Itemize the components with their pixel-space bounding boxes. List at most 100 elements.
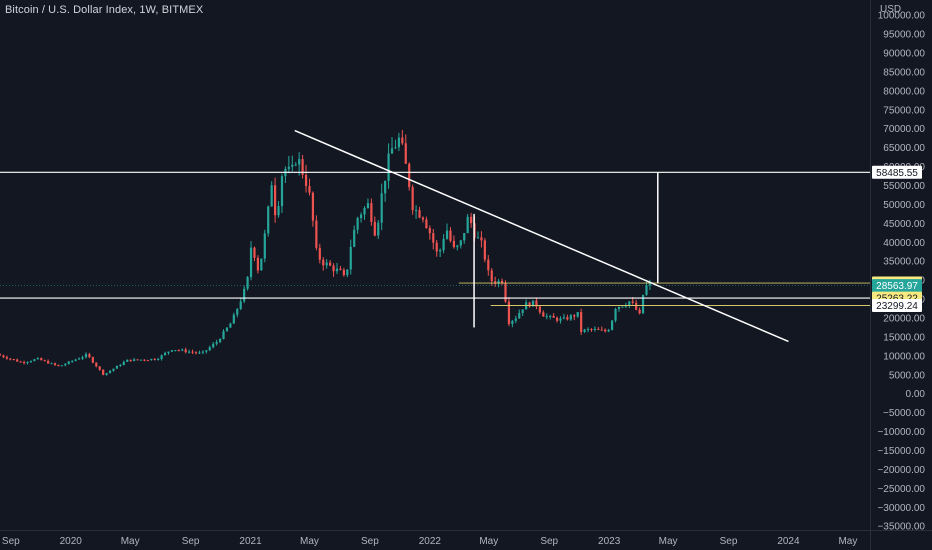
candle-body	[304, 174, 308, 187]
candle-body	[91, 357, 94, 363]
candle-body	[545, 316, 548, 318]
level-label-23299-bg	[872, 299, 922, 313]
y-tick-label: 5000.00	[889, 370, 926, 381]
candle-body	[483, 240, 486, 260]
candle-body	[146, 360, 149, 362]
y-tick-label: 55000.00	[883, 181, 925, 192]
candle-body	[308, 186, 311, 193]
candle-body	[604, 329, 607, 332]
candle-body	[287, 166, 290, 169]
candle-body	[215, 342, 218, 344]
candle-body	[301, 159, 304, 175]
candle-body	[339, 268, 342, 270]
candle-body	[624, 305, 627, 307]
candle-body	[47, 360, 50, 364]
candle-body	[538, 306, 541, 313]
y-tick-label: 10000.00	[883, 351, 925, 362]
candle-body	[143, 359, 146, 361]
candle-body	[614, 308, 617, 321]
y-tick-label: 70000.00	[883, 124, 925, 135]
candle-body	[84, 354, 88, 358]
candle-body	[363, 207, 366, 215]
candle-body	[212, 343, 215, 348]
candle-body	[77, 358, 81, 360]
y-tick-label: −20000.00	[877, 465, 925, 476]
candle-body	[370, 203, 373, 222]
candle-body	[294, 164, 297, 166]
candle-body	[191, 351, 194, 353]
candle-body	[201, 351, 204, 353]
candle-body	[535, 300, 538, 307]
candle-body	[525, 302, 528, 310]
candle-body	[29, 361, 33, 363]
y-tick-label: 20000.00	[883, 314, 925, 325]
candle-body	[208, 347, 211, 351]
candle-body	[404, 143, 407, 164]
candle-body	[277, 206, 280, 216]
x-tick-label: 2022	[419, 536, 442, 547]
candle-body	[497, 280, 500, 284]
candle-body	[170, 350, 174, 352]
candle-body	[198, 352, 201, 354]
y-tick-label: −35000.00	[877, 522, 925, 533]
candle-body	[229, 323, 232, 328]
candle-body	[243, 288, 246, 302]
candle-body	[521, 309, 524, 313]
candle-body	[315, 220, 318, 248]
candle-body	[205, 350, 208, 352]
candle-body	[408, 163, 411, 188]
candle-body	[645, 285, 648, 295]
candle-body	[194, 352, 198, 354]
x-tick-label: Sep	[540, 536, 558, 547]
x-tick-label: May	[121, 536, 140, 547]
candle-body	[356, 218, 359, 230]
candle-body	[394, 147, 397, 149]
currency-label: USD	[880, 4, 901, 15]
x-tick-label: 2021	[239, 536, 262, 547]
candle-body	[610, 320, 614, 330]
candle-body	[641, 294, 645, 314]
x-tick-label: May	[659, 536, 678, 547]
candle-body	[167, 351, 170, 353]
candle-body	[342, 269, 345, 276]
candle-body	[122, 361, 125, 365]
chart-title: Bitcoin / U.S. Dollar Index, 1W, BITMEX	[5, 4, 204, 16]
candle-body	[150, 358, 153, 361]
last-price-label: 28563.97	[876, 281, 918, 292]
candle-body	[16, 359, 19, 362]
candle-body	[542, 312, 545, 317]
candle-body	[428, 228, 431, 234]
candle-body	[580, 312, 583, 332]
candle-body	[373, 221, 376, 236]
y-tick-label: −5000.00	[883, 408, 925, 419]
candle-body	[466, 216, 469, 234]
candle-body	[0, 354, 2, 356]
x-tick-label: May	[479, 536, 498, 547]
candle-body	[267, 206, 270, 234]
y-tick-label: 35000.00	[883, 257, 925, 268]
candle-body	[2, 355, 5, 358]
candle-body	[349, 246, 352, 270]
candle-body	[153, 358, 156, 360]
candle-body	[621, 306, 624, 308]
y-tick-label: 85000.00	[883, 67, 925, 78]
candle-body	[332, 265, 335, 272]
candle-body	[253, 247, 256, 258]
candle-body	[514, 318, 517, 321]
candle-body	[157, 358, 160, 360]
x-tick-label: Sep	[720, 536, 738, 547]
candle-body	[414, 210, 418, 212]
candle-body	[64, 363, 67, 366]
candle-body	[439, 250, 442, 252]
candle-body	[432, 233, 435, 243]
candle-body	[559, 318, 562, 321]
candles-group	[0, 129, 652, 376]
candle-body	[459, 240, 462, 246]
candle-body	[421, 217, 425, 220]
y-tick-label: 100000.00	[878, 11, 926, 22]
y-tick-label: 95000.00	[883, 30, 925, 41]
candle-body	[163, 352, 167, 356]
candle-body	[273, 185, 277, 216]
candle-body	[442, 238, 445, 251]
